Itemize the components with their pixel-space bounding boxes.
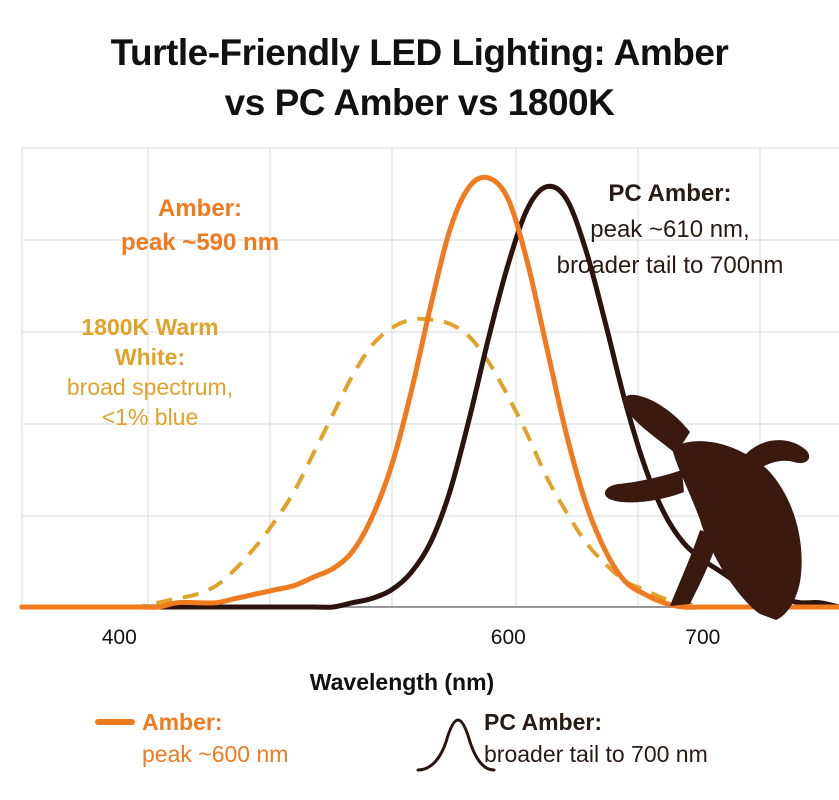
chart-title-line-1: Turtle-Friendly LED Lighting: Amber bbox=[110, 32, 729, 73]
annotation-amber-line-1: Amber: bbox=[157, 195, 242, 222]
legend-pc-amber-title: PC Amber: bbox=[484, 709, 602, 735]
x-axis-label: Wavelength (nm) bbox=[310, 669, 494, 695]
legend-amber-text: Amber: peak ~600 nm bbox=[142, 706, 288, 770]
turtle-head bbox=[623, 394, 690, 454]
turtle-shell bbox=[672, 441, 802, 620]
legend-pc-amber-curve-icon bbox=[416, 718, 496, 772]
legend-marks bbox=[95, 718, 496, 772]
annotation-pc-amber: PC Amber: peak ~610 nm, broader tail to … bbox=[520, 176, 820, 284]
annotation-amber: Amber: peak ~590 nm bbox=[80, 192, 320, 260]
turtle-icon bbox=[604, 394, 810, 620]
x-tick-label-700: 700 bbox=[685, 626, 720, 649]
x-tick-label-400: 400 bbox=[102, 626, 137, 649]
annotation-warm-white: 1800K Warm White: broad spectrum, <1% bl… bbox=[20, 312, 280, 432]
annotation-pc-amber-line-2: peak ~610 nm, bbox=[590, 216, 750, 243]
annotation-warm-white-line-2: White: bbox=[114, 344, 186, 370]
annotation-pc-amber-line-3: broader tail to 700nm bbox=[556, 252, 784, 279]
series-line-1800k-warm-white bbox=[21, 316, 839, 610]
legend-pc-amber-detail: broader tail to 700 nm bbox=[484, 741, 708, 767]
series-line-amber bbox=[19, 174, 839, 610]
annotation-warm-white-line-3: broad spectrum, bbox=[66, 374, 234, 400]
legend-amber-title: Amber: bbox=[142, 709, 223, 735]
x-tick-label-600: 600 bbox=[491, 626, 526, 649]
turtle-front-flipper bbox=[744, 440, 810, 474]
chart-title-line-2: vs PC Amber vs 1800K bbox=[224, 82, 615, 123]
x-tick-labels: 400 600 700 bbox=[102, 626, 721, 649]
annotation-warm-white-line-4: <1% blue bbox=[101, 404, 199, 430]
turtle-rear-flipper bbox=[670, 530, 718, 606]
turtle-left-flipper bbox=[604, 470, 684, 503]
legend-amber-detail: peak ~600 nm bbox=[142, 741, 289, 767]
chart-title: Turtle-Friendly LED Lighting: Amber vs P… bbox=[0, 28, 839, 128]
legend-pc-amber-text: PC Amber: broader tail to 700 nm bbox=[484, 706, 708, 770]
annotation-pc-amber-line-1: PC Amber: bbox=[608, 180, 732, 207]
annotation-amber-line-2: peak ~590 nm bbox=[120, 229, 280, 256]
annotation-warm-white-line-1: 1800K Warm bbox=[81, 314, 219, 340]
